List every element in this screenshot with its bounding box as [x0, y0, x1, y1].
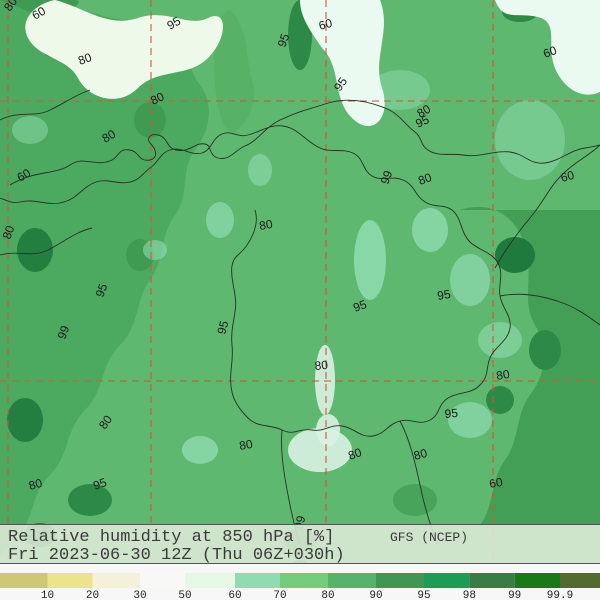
svg-text:50: 50 — [178, 590, 191, 600]
svg-text:70: 70 — [273, 590, 286, 600]
svg-text:95: 95 — [417, 590, 430, 600]
svg-text:10: 10 — [41, 590, 54, 600]
svg-text:60: 60 — [228, 590, 241, 600]
svg-text:20: 20 — [86, 590, 99, 600]
svg-text:98: 98 — [463, 590, 476, 600]
svg-text:99: 99 — [508, 590, 521, 600]
svg-text:30: 30 — [133, 590, 146, 600]
svg-text:90: 90 — [369, 590, 382, 600]
svg-text:80: 80 — [321, 590, 334, 600]
svg-text:99.9: 99.9 — [547, 590, 573, 600]
